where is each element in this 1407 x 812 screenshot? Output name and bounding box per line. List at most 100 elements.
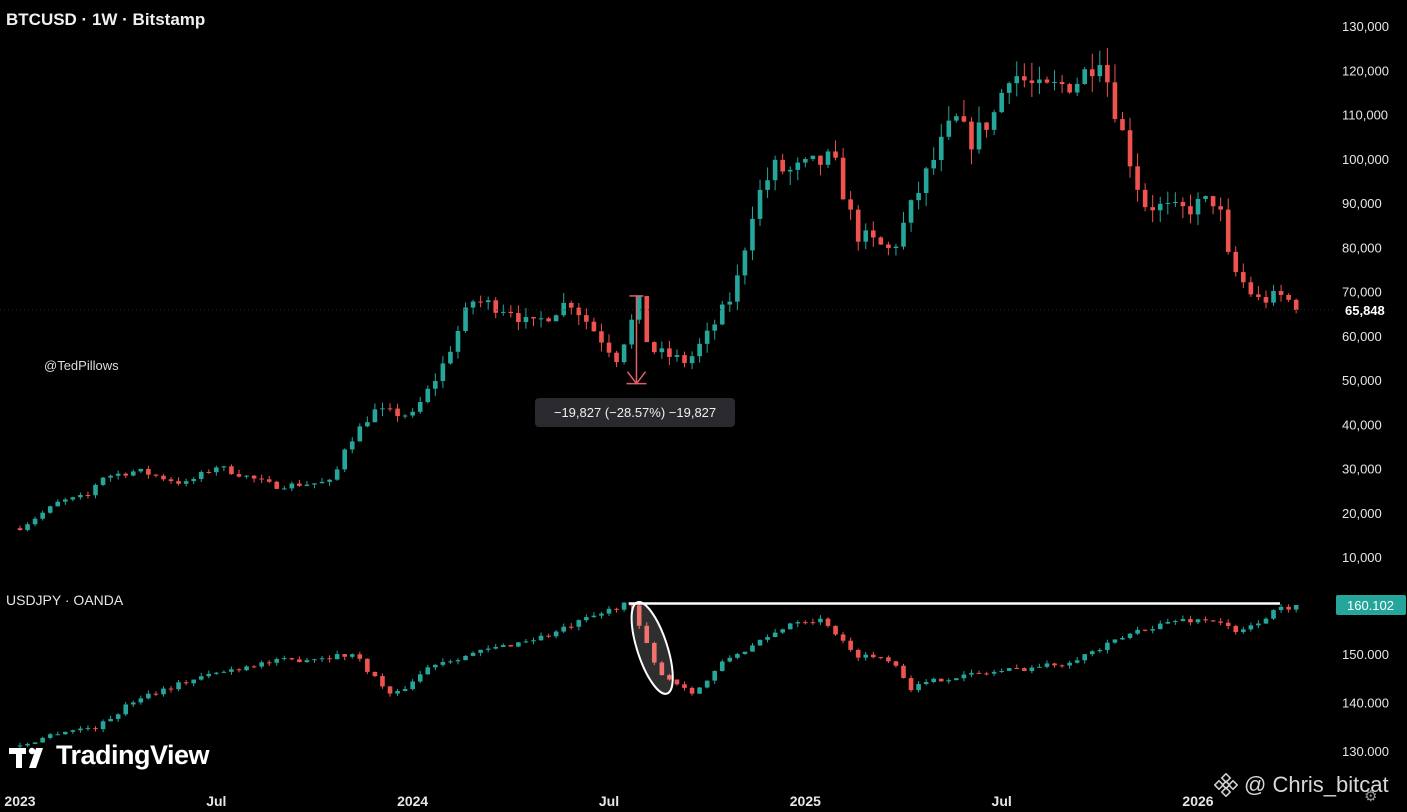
btc-candle-body	[500, 311, 506, 313]
chart-overlays	[0, 295, 1334, 695]
btc-candle-body	[1142, 189, 1148, 208]
btc-candle	[712, 319, 718, 340]
btc-candle-body	[599, 331, 604, 343]
btc-candle-body	[606, 342, 612, 353]
usdjpy-candle-body	[1165, 621, 1171, 624]
usdjpy-candle	[825, 617, 831, 628]
btc-candle	[659, 341, 665, 359]
usdjpy-candle-body	[153, 693, 159, 695]
usdjpy-candle-body	[765, 637, 770, 640]
btc-candle-body	[916, 192, 921, 201]
btc-candle-body	[78, 495, 83, 498]
usdjpy-candle	[440, 658, 446, 667]
usdjpy-candle-body	[870, 654, 876, 658]
usdjpy-candle	[25, 742, 30, 747]
usdjpy-candle-body	[130, 702, 136, 705]
btc-candle-body	[561, 302, 566, 316]
chart-title[interactable]: BTCUSD · 1W · Bitstamp	[6, 10, 206, 29]
btc-candle	[108, 474, 113, 482]
usdjpy-candle-body	[115, 714, 121, 719]
usdjpy-candle-body	[780, 629, 785, 633]
btc-candle-body	[923, 168, 929, 193]
btc-y-tick-label: 110,000	[1342, 108, 1388, 123]
btc-candle-body	[47, 506, 53, 513]
btc-candle-body	[349, 441, 355, 450]
usdjpy-candle-body	[1173, 621, 1178, 623]
usdjpy-candle	[614, 607, 619, 613]
usdjpy-candle-body	[32, 742, 38, 744]
usdjpy-candle	[1052, 662, 1057, 668]
usdjpy-candle-body	[614, 608, 619, 610]
usdjpy-candle	[652, 641, 657, 666]
btc-candle-body	[402, 415, 408, 417]
btc-candle	[1165, 191, 1171, 215]
usdjpy-candle	[108, 715, 113, 722]
chart-axes: 10,000 20,000 30,000 40,000 50,000 60,000 70,0…	[4, 19, 1406, 809]
usdjpy-candle-body	[916, 684, 921, 691]
usdjpy-candle	[606, 606, 612, 616]
btc-candle	[176, 477, 181, 486]
usdjpy-candle	[425, 664, 431, 675]
btc-candle	[138, 468, 144, 474]
btc-candle-body	[425, 388, 431, 403]
usdjpy-candle	[1233, 624, 1239, 635]
usdjpy-candle-body	[621, 602, 627, 610]
tradingview-logo[interactable]: TradingView	[8, 740, 210, 771]
usdjpy-candle-body	[410, 681, 415, 690]
btc-candle-body	[833, 151, 838, 158]
usdjpy-candle	[961, 671, 967, 682]
usdjpy-candle	[516, 641, 521, 648]
usdjpy-candle	[931, 677, 937, 684]
settings-icon[interactable]: ⚙	[1364, 788, 1378, 805]
usdjpy-candle	[1210, 620, 1216, 622]
usdjpy-candle	[772, 629, 778, 638]
usdjpy-candle-body	[825, 618, 831, 626]
btc-candle-body	[712, 324, 718, 331]
btc-candle	[40, 510, 45, 521]
btc-candle-body	[1218, 206, 1223, 210]
usdjpy-candle	[1074, 657, 1080, 664]
usdjpy-candle-body	[855, 649, 861, 658]
usdjpy-candle-body	[1248, 625, 1254, 630]
btc-candle-body	[825, 151, 831, 165]
usdjpy-candle-body	[342, 654, 348, 657]
usdjpy-candle-body	[304, 660, 310, 663]
btc-candle	[682, 351, 687, 368]
usdjpy-candle	[259, 660, 264, 669]
usdjpy-candle-body	[976, 672, 982, 674]
btc-candle	[531, 316, 536, 327]
btc-candle	[629, 314, 634, 349]
usdjpy-candle-body	[1225, 622, 1231, 626]
usdjpy-candle-body	[689, 687, 695, 694]
usdjpy-candle-body	[478, 649, 483, 653]
btc-candle-body	[984, 122, 989, 130]
usdjpy-candle-body	[803, 622, 808, 624]
usdjpy-candle	[500, 643, 506, 647]
usdjpy-candle	[78, 726, 83, 733]
btc-candle	[757, 179, 763, 227]
btc-candle	[1225, 198, 1231, 255]
btc-candle-body	[1248, 282, 1254, 295]
usdjpy-candle	[508, 644, 514, 647]
btc-candle	[357, 423, 363, 442]
usdjpy-candle-body	[1233, 625, 1239, 633]
btc-candle	[448, 346, 453, 365]
btc-candle	[1037, 66, 1042, 95]
btc-candle	[803, 157, 808, 168]
usdjpy-candle-body	[1089, 651, 1095, 655]
btc-candle-body	[146, 468, 151, 475]
btc-candle	[954, 113, 959, 123]
btc-candle	[833, 140, 838, 161]
btc-candle	[440, 356, 446, 389]
btc-candle-body	[1188, 206, 1193, 215]
lower-pane-title[interactable]: USDJPY · OANDA	[6, 592, 124, 608]
btc-candle	[961, 99, 967, 123]
btc-candle	[1233, 246, 1239, 277]
btc-candle-body	[485, 300, 491, 303]
btc-candle-body	[946, 120, 952, 137]
usdjpy-candle-body	[40, 737, 45, 743]
btc-candle-body	[206, 472, 212, 474]
btc-candle-body	[1286, 294, 1291, 300]
usdjpy-candle-body	[878, 657, 884, 659]
